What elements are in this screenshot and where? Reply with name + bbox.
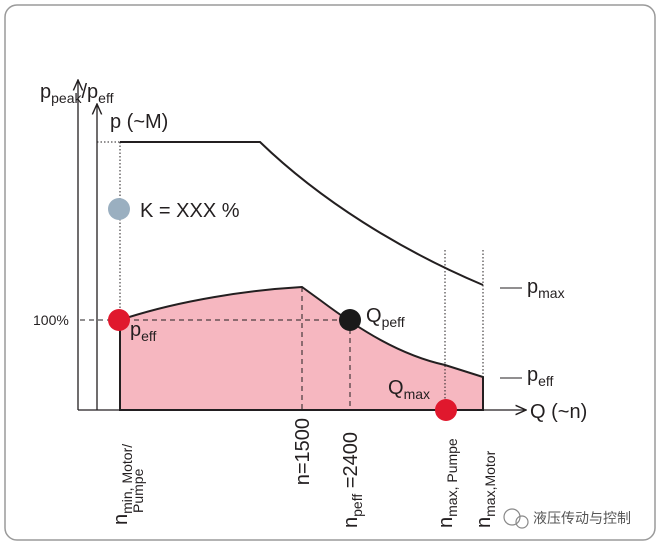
x-axis-label: Q (~n)	[530, 401, 587, 423]
label-part: p	[527, 276, 538, 298]
nmin-label: nmin, Motor/ Pumpe	[110, 444, 146, 525]
k-point	[108, 198, 130, 220]
label-part: Q	[366, 305, 382, 327]
label-part: max,Motor	[482, 450, 498, 516]
label-part: n	[435, 517, 457, 528]
peff-point-label: peff	[130, 319, 157, 344]
y-axis-inner-label: p (~M)	[110, 111, 168, 133]
npeff-label: npeff =2400	[340, 432, 365, 528]
label-part: Pumpe	[130, 468, 146, 513]
nmax-motor-label: nmax,Motor	[473, 450, 498, 528]
qmax-point	[435, 399, 457, 421]
label-part: eff	[98, 90, 113, 106]
label-part: max	[404, 386, 430, 402]
k-label: K = XXX %	[140, 200, 240, 222]
label-part: n	[473, 517, 495, 528]
label-part: min, Motor/	[119, 444, 135, 514]
label-part: =2400	[340, 432, 362, 494]
y-axis-outer-label: ppeak/peff	[40, 81, 114, 106]
qpeff-point	[339, 309, 361, 331]
label-part: eff	[538, 373, 553, 389]
peff-curve-label: peff	[527, 364, 554, 389]
label-part: peak	[51, 90, 82, 106]
reference-label: 100%	[33, 312, 69, 328]
label-part: n	[340, 517, 362, 528]
label-part: peff	[349, 494, 365, 517]
pmax-label: pmax	[527, 276, 565, 301]
label-part: p	[130, 319, 141, 341]
label-part: eff	[141, 328, 156, 344]
qmax-label: Qmax	[388, 377, 430, 402]
qpeff-label: Qpeff	[366, 305, 405, 330]
peff-point	[108, 309, 130, 331]
label-part: 液压传动与控制	[533, 510, 631, 526]
nmax-pump-label: nmax, Pumpe	[435, 438, 460, 528]
svg-text:nmin, Motor/: nmin, Motor/	[110, 444, 135, 525]
peff-area	[119, 285, 484, 411]
label-part: n	[110, 514, 132, 525]
pmax-curve	[120, 141, 484, 286]
label-part: peff	[382, 314, 405, 330]
label-part: p	[527, 364, 538, 386]
label-part: Q	[388, 377, 404, 399]
frame	[4, 4, 656, 541]
label-part: p	[40, 81, 51, 103]
n1500-label: n=1500	[292, 418, 314, 485]
label-part: /p	[81, 81, 98, 103]
label-part: max, Pumpe	[444, 438, 460, 517]
label-part: max	[538, 285, 564, 301]
watermark: 液压传动与控制	[503, 508, 631, 529]
